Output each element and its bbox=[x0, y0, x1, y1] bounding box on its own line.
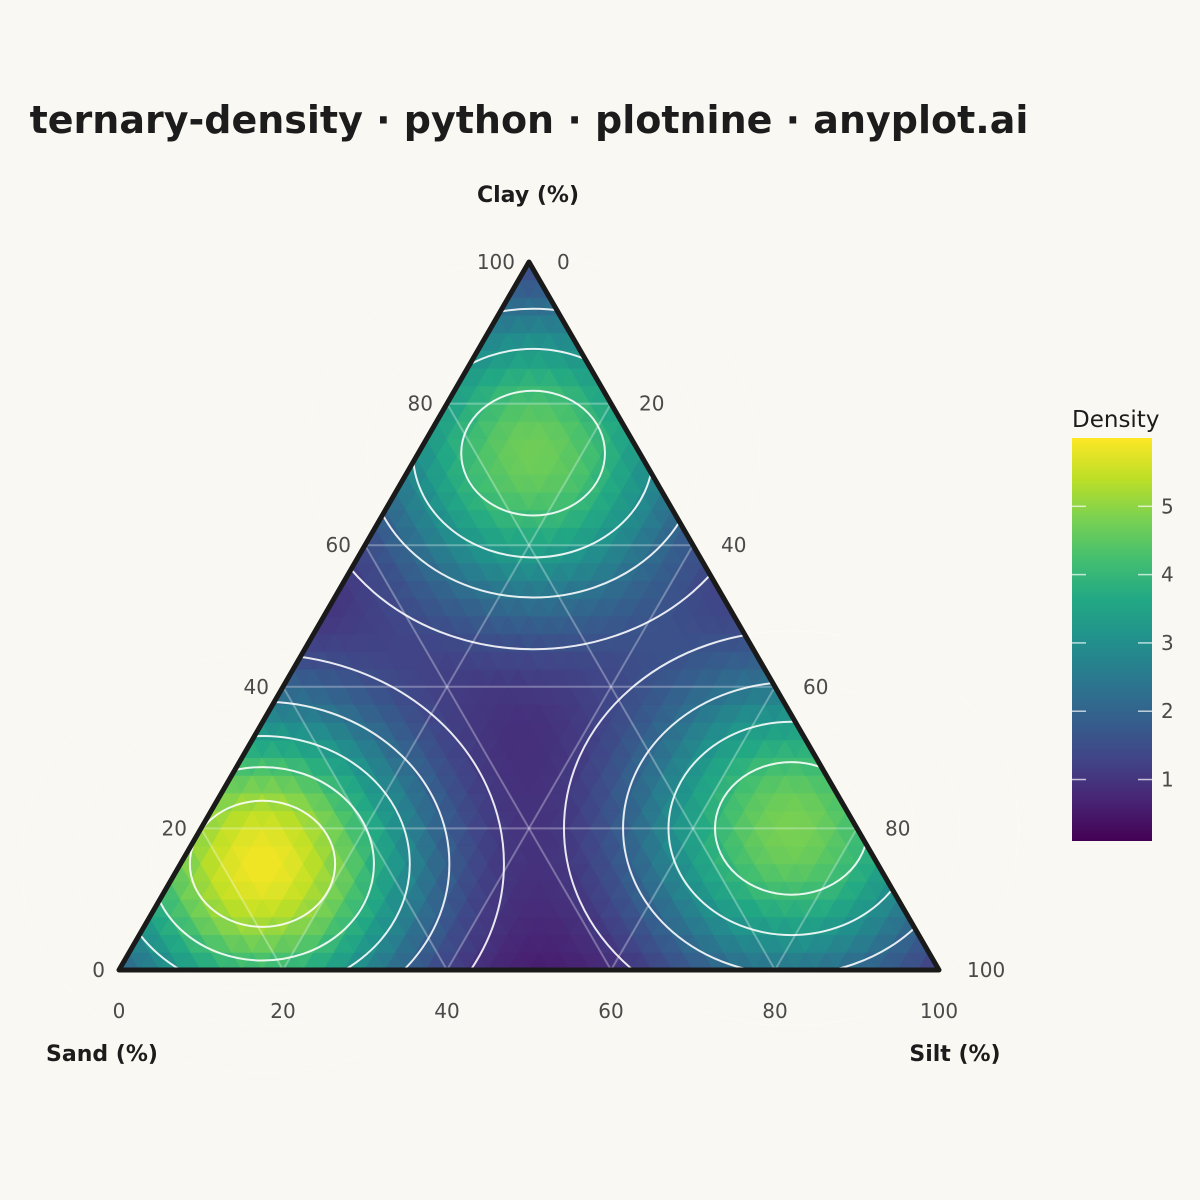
grid-line bbox=[282, 403, 612, 971]
legend-title: Density bbox=[1072, 407, 1159, 433]
contour-line-outer bbox=[366, 308, 701, 599]
silt-tick-label: 20 bbox=[639, 392, 664, 416]
silt-tick-label: 0 bbox=[557, 250, 570, 274]
contour-line bbox=[188, 799, 337, 928]
silt-tick-label: 80 bbox=[885, 816, 910, 840]
clay-tick-label: 0 bbox=[92, 958, 105, 982]
grid-line bbox=[364, 544, 612, 971]
grid-line bbox=[282, 686, 448, 971]
silt-axis-title: Silt (%) bbox=[909, 1042, 1000, 1067]
silt-tick-label: 40 bbox=[721, 533, 746, 557]
contour-line-outer bbox=[412, 348, 654, 559]
colorbar-tick-label: 2 bbox=[1161, 699, 1174, 723]
colorbar-tick-label: 3 bbox=[1161, 631, 1174, 655]
silt-tick-label: 60 bbox=[803, 675, 828, 699]
grid-line bbox=[774, 827, 858, 971]
contour-line-outer bbox=[189, 800, 336, 928]
sand-tick-label: 0 bbox=[113, 999, 126, 1023]
chart-title: ternary-density · python · plotnine · an… bbox=[30, 98, 1029, 142]
contour-line-outer bbox=[460, 390, 606, 517]
clay-tick-label: 60 bbox=[326, 533, 351, 557]
sand-tick-label: 60 bbox=[598, 999, 623, 1023]
contour-line-outer bbox=[74, 700, 451, 1027]
contour-line-outer bbox=[20, 653, 505, 1075]
sand-tick-label: 100 bbox=[920, 999, 958, 1023]
contour-line-outer bbox=[667, 720, 916, 936]
density-legend: Density 1 2 3 4 5 bbox=[1072, 407, 1174, 841]
density-contours bbox=[20, 256, 1020, 1075]
ternary-grid bbox=[200, 402, 858, 971]
grid-line bbox=[446, 544, 694, 971]
clay-tick-label: 20 bbox=[162, 816, 187, 840]
contour-line bbox=[119, 734, 411, 970]
sand-tick-label: 20 bbox=[270, 999, 295, 1023]
grid-line bbox=[610, 686, 776, 971]
clay-axis-title: Clay (%) bbox=[477, 183, 579, 208]
contour-line-outer bbox=[150, 766, 375, 962]
colorbar-ticks: 1 2 3 4 5 bbox=[1072, 494, 1174, 792]
sand-tick-label: 80 bbox=[762, 999, 787, 1023]
contour-line-outer bbox=[563, 630, 1020, 1027]
colorbar-tick-label: 1 bbox=[1161, 768, 1174, 792]
contour-line-outer bbox=[306, 256, 760, 651]
triangle-outline bbox=[116, 259, 942, 973]
contour-line-outer bbox=[622, 681, 961, 976]
clay-tick-label: 40 bbox=[244, 675, 269, 699]
silt-tick-label: 100 bbox=[967, 958, 1005, 982]
sand-axis-title: Sand (%) bbox=[46, 1042, 158, 1067]
contour-line bbox=[460, 389, 606, 517]
contours-outside bbox=[20, 256, 1020, 1075]
colorbar-tick-label: 5 bbox=[1161, 494, 1174, 518]
grid-line bbox=[200, 827, 284, 971]
sand-tick-label: 40 bbox=[434, 999, 459, 1023]
clay-tick-label: 100 bbox=[477, 250, 515, 274]
clay-tick-label: 80 bbox=[408, 392, 433, 416]
contour-line-outer bbox=[114, 735, 411, 993]
colorbar bbox=[1072, 438, 1152, 841]
grid-line bbox=[446, 403, 776, 971]
colorbar-tick-label: 4 bbox=[1161, 563, 1174, 587]
contour-line-outer bbox=[714, 761, 869, 896]
density-heatmap bbox=[118, 261, 940, 971]
